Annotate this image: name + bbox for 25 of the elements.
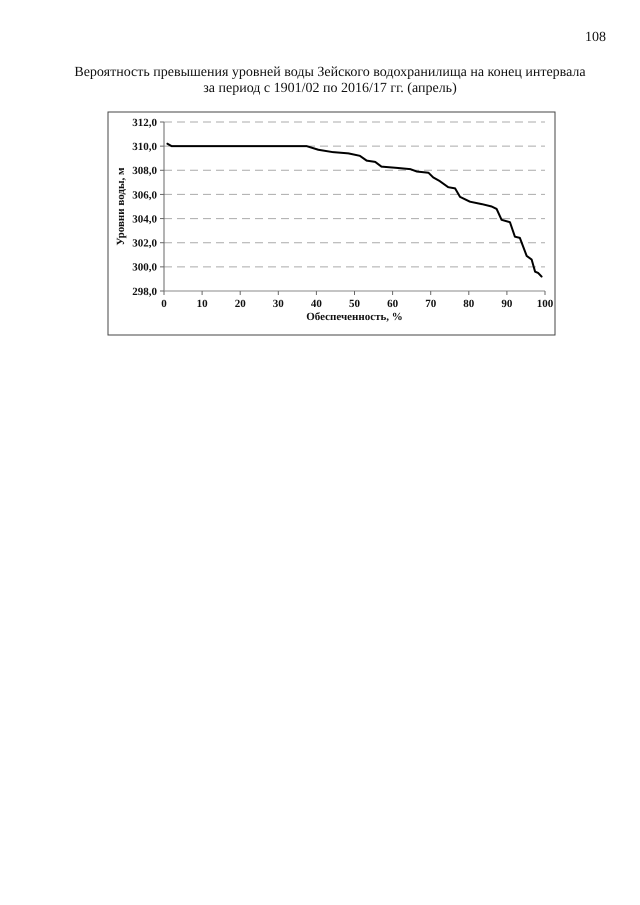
x-tick-label: 40 (310, 298, 322, 310)
x-tick-label: 0 (161, 298, 168, 310)
x-tick-label: 20 (234, 298, 246, 310)
x-tick-label: 90 (501, 298, 513, 310)
x-tick-label: 70 (425, 298, 437, 310)
x-tick-label: 30 (272, 298, 284, 310)
text: 108 (585, 30, 606, 45)
y-tick-label: 306,0 (132, 189, 158, 202)
y-tick-label: 304,0 (132, 213, 158, 226)
y-tick-label: 310,0 (132, 140, 158, 153)
y-axis-title: Уровни воды, м (115, 166, 127, 246)
y-tick-label: 298,0 (132, 286, 158, 298)
x-tick-label: 50 (349, 298, 360, 310)
chart-subtitle: за период с 1901/02 по 2016/17 гг. (апрель) (203, 81, 458, 96)
y-tick-label: 302,0 (132, 238, 158, 250)
x-tick-label: 100 (536, 298, 554, 310)
x-tick-label: 80 (463, 298, 475, 310)
chart-title: Вероятность превышения уровней воды Зейского водохранилища на конец интервала (74, 65, 586, 80)
line-series (166, 142, 543, 278)
y-tick-label: 308,0 (132, 165, 158, 178)
x-axis-title: Обеспеченность, % (306, 311, 403, 323)
y-tick-label: 312,0 (132, 116, 158, 129)
x-tick-label: 10 (196, 298, 208, 310)
y-tick-label: 300,0 (132, 262, 158, 274)
x-tick-label: 60 (387, 298, 399, 310)
